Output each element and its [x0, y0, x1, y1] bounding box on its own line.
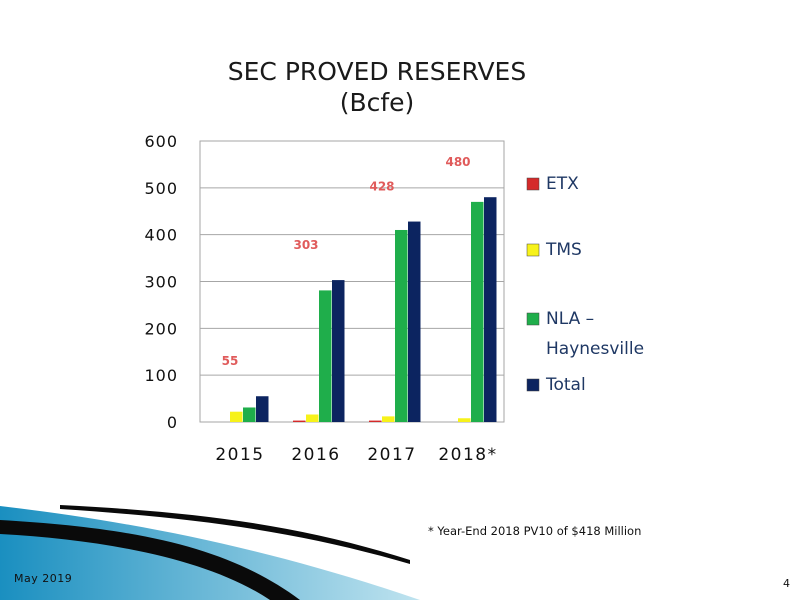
total-label-2017: 428: [369, 180, 394, 194]
legend-swatch-total: [526, 378, 540, 392]
y-tick-label-400: 400: [144, 226, 178, 245]
bar-tms-2018: [458, 418, 471, 422]
chart-title-block: SEC PROVED RESERVES (Bcfe): [177, 56, 577, 118]
x-tick-label-2018: 2018*: [438, 445, 497, 465]
bar-nla-haynesville-2016: [319, 290, 332, 422]
bar-etx-2016: [293, 420, 306, 422]
bar-nla-haynesville-2015: [243, 407, 256, 422]
total-label-2018: 480: [445, 155, 470, 169]
legend: ETX TMS NLA – Haynesville Total: [526, 174, 644, 395]
bar-total-2015: [256, 396, 269, 422]
data-labels: 55 303 428 480: [222, 155, 471, 368]
bar-total-2017: [408, 221, 421, 422]
bar-tms-2017: [382, 416, 395, 422]
y-tick-label-600: 600: [144, 132, 178, 151]
chart-subtitle: (Bcfe): [339, 88, 415, 117]
x-tick-label-2017: 2017: [367, 445, 416, 465]
bar-total-2016: [332, 280, 345, 422]
axes: 0 100 200 300 400 500 600 2015 2016 2017 2018*: [144, 132, 497, 465]
legend-swatch-etx: [526, 177, 540, 191]
bar-nla-haynesville-2018: [471, 201, 484, 422]
y-tick-label-200: 200: [144, 319, 178, 338]
x-tick-label-2015: 2015: [215, 445, 264, 465]
legend-label-tms: TMS: [545, 240, 582, 260]
x-tick-label-2016: 2016: [291, 445, 340, 465]
legend-swatch-tms: [526, 243, 540, 257]
y-tick-label-500: 500: [144, 179, 178, 198]
bar-etx-2017: [369, 420, 382, 422]
y-tick-label-0: 0: [167, 413, 178, 432]
page-number: 4: [783, 577, 790, 590]
bars: [230, 197, 497, 422]
bar-nla-haynesville-2017: [395, 229, 408, 422]
total-label-2016: 303: [293, 238, 318, 252]
legend-label-total: Total: [545, 375, 586, 395]
legend-swatch-nla-haynesville: [526, 312, 540, 326]
footnote: * Year-End 2018 PV10 of $418 Million: [428, 524, 642, 538]
legend-label-etx: ETX: [546, 174, 579, 194]
total-label-2015: 55: [222, 354, 239, 368]
legend-label-nla-haynesville: NLA – Haynesville: [546, 309, 644, 359]
footer-date: May 2019: [14, 572, 73, 585]
y-tick-label-100: 100: [144, 366, 178, 385]
gridlines: [199, 140, 505, 423]
chart-title: SEC PROVED RESERVES: [227, 57, 527, 86]
bar-tms-2015: [230, 411, 243, 422]
bar-total-2018: [484, 197, 497, 422]
y-tick-label-300: 300: [144, 273, 178, 292]
bar-tms-2016: [306, 414, 319, 422]
